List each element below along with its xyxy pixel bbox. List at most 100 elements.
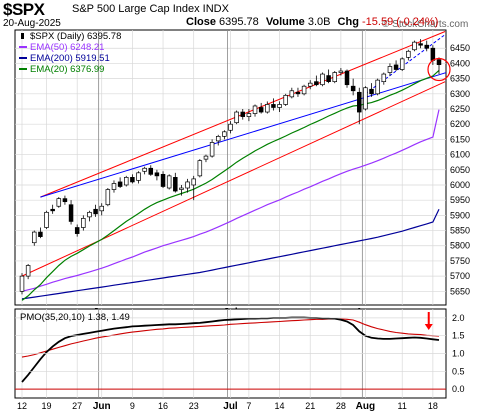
close-label: Close: [186, 16, 216, 28]
candle-up: [191, 178, 196, 186]
description: S&P 500 Large Cap Index INDX: [72, 3, 229, 15]
volume-label: Volume: [265, 16, 305, 28]
candle-up: [87, 211, 92, 218]
candle-down: [271, 104, 276, 108]
candle-down: [117, 181, 123, 187]
candle-down: [240, 111, 246, 117]
quote-line: Close 6395.78 Volume 3.0B Chg -15.59 (-0…: [186, 16, 438, 28]
candle-down: [314, 81, 319, 86]
price-y-tick-label: 5650: [450, 286, 470, 296]
candle-down: [326, 75, 331, 83]
candle-up: [142, 167, 147, 172]
pmo-x-tick-label: 18: [428, 401, 438, 411]
candle-down: [74, 227, 80, 234]
ema20-line: [21, 69, 440, 301]
candle-down: [50, 208, 55, 212]
candle-up: [375, 79, 380, 95]
price-y-tick-label: 6200: [450, 119, 470, 129]
candle-up: [56, 198, 62, 207]
legend-swatch-candle: [21, 33, 24, 39]
pmo-x-tick-label: 16: [158, 401, 168, 411]
price-y-tick-label: 6050: [450, 165, 470, 175]
candle-down: [62, 198, 68, 203]
candle-down: [173, 177, 178, 192]
candle-up: [363, 87, 368, 110]
legend-entry: EMA(200) 5919.51: [30, 53, 110, 64]
candle-up: [32, 231, 37, 244]
price-y-tick-label: 6150: [450, 134, 470, 144]
candle-down: [393, 64, 399, 70]
price-y-tick-label: 5950: [450, 195, 470, 205]
chg-label: Chg: [337, 16, 359, 28]
pmo-title: PMO(35,20,10) 1.38, 1.49: [20, 312, 130, 323]
volume-value: 3.0B: [307, 16, 331, 28]
candle-down: [418, 43, 423, 46]
pmo-y-tick-label: 1.0: [452, 349, 465, 359]
pmo-x-tick-label: 11: [398, 401, 407, 411]
price-y-tick-label: 5900: [450, 210, 470, 220]
pmo-x-tick-label: Aug: [356, 401, 375, 412]
candle-up: [25, 265, 31, 277]
candle-down: [436, 59, 442, 65]
candle-up: [215, 136, 221, 142]
candle-up: [81, 218, 86, 228]
candle-up: [320, 73, 325, 86]
pmo-y-tick-label: 0.0: [452, 384, 465, 394]
pmo-x-tick-label: 7: [246, 401, 251, 411]
candle-up: [412, 41, 417, 51]
candle-down: [430, 47, 436, 61]
pmo-x-tick-label: Jul: [223, 401, 238, 412]
price-y-tick-label: 6300: [450, 89, 470, 99]
candle-down: [424, 44, 429, 49]
pmo-x-tick-label: 27: [72, 401, 82, 411]
candle-up: [234, 111, 239, 124]
pmo-x-tick-label: 21: [305, 401, 315, 411]
ema50-line: [21, 109, 440, 292]
price-y-tick-label: 5850: [450, 226, 470, 236]
price-y-tick-label: 6250: [450, 104, 470, 114]
ema200-line: [21, 209, 440, 300]
candle-up: [111, 183, 117, 190]
candle-up: [166, 175, 172, 189]
candle-up: [19, 275, 25, 292]
candle-down: [154, 172, 160, 177]
pmo-line: [21, 316, 440, 383]
candle-up: [332, 72, 338, 83]
candle-down: [130, 177, 135, 183]
candle-up: [289, 90, 295, 98]
candle-up: [203, 155, 209, 160]
candle-up: [99, 205, 104, 212]
candle-down: [93, 208, 98, 215]
pmo-y-tick-label: 1.5: [452, 331, 465, 341]
trend-line: [40, 72, 446, 198]
candle-down: [350, 85, 356, 92]
candle-up: [185, 181, 190, 189]
candle-down: [295, 91, 301, 95]
candle-down: [68, 204, 74, 222]
close-value: 6395.78: [219, 16, 259, 28]
candle-down: [38, 231, 43, 237]
candle-up: [387, 66, 393, 73]
chg-value: -15.59 (-0.24%): [362, 16, 439, 28]
price-y-tick-label: 5800: [450, 241, 470, 251]
candle-down: [160, 173, 166, 187]
candle-up: [228, 123, 233, 131]
pmo-y-tick-label: 2.0: [452, 313, 465, 323]
candle-down: [258, 107, 264, 113]
candle-up: [381, 73, 387, 83]
date-label: 20-Aug-2025: [3, 18, 61, 29]
price-y-tick-label: 5750: [450, 256, 470, 266]
highlight-circle: [427, 57, 451, 82]
candle-up: [399, 58, 405, 70]
candle-up: [197, 160, 203, 177]
down-arrow-head: [424, 324, 433, 330]
pmo-x-tick-label: 12: [17, 401, 27, 411]
candle-up: [136, 172, 141, 181]
candle-up: [105, 189, 111, 206]
pmo-x-tick-label: 28: [336, 401, 346, 411]
candle-up: [406, 50, 411, 58]
candle-up: [222, 131, 227, 137]
price-y-tick-label: 6100: [450, 150, 470, 160]
